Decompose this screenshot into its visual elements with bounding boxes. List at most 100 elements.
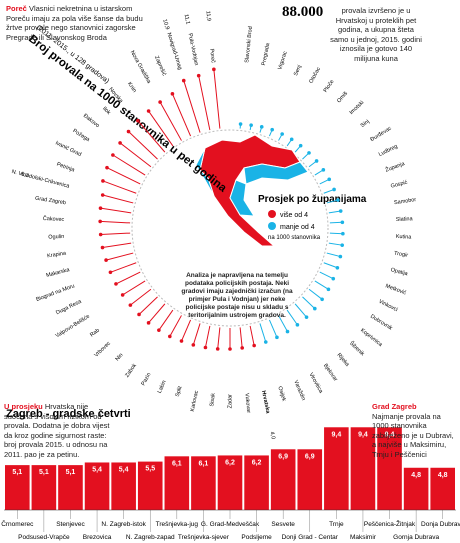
city-label: Ludbreg [378,144,399,158]
lead-title: Poreč [6,4,27,13]
legend-swatch [268,222,276,230]
stem [239,327,243,348]
dot [326,287,331,292]
x-tick-label: Donji Grad - Centar [282,534,339,541]
dot [340,243,344,247]
dot [191,343,196,347]
avg-title: U prosjeku [4,402,43,411]
dot [289,137,294,142]
dot [98,232,103,237]
stem [326,199,339,204]
stem [130,288,152,306]
x-tick-label: Črnomerec [1,519,34,528]
bar [430,467,455,510]
dot [240,346,244,350]
value-label: 9,4 [331,431,341,438]
value-label: 6,3 [20,171,29,179]
x-tick-label: Trešnjevka-jug [156,521,199,528]
city-label: Otočac [308,66,322,84]
dot [307,151,311,155]
x-tick-label: G. Grad-Medveščak [201,521,260,528]
dot [228,347,232,351]
stem [115,271,141,285]
stem [171,93,192,137]
x-tick-label: N. Zagreb-istok [101,521,146,528]
dot [280,132,284,136]
city-label: N. Vinodolski-Crikvenica [11,169,71,190]
dot [137,312,141,317]
bar [403,467,429,510]
bar [164,456,190,510]
dot [336,198,340,202]
city-label: Ploče [323,79,336,94]
dot [320,297,324,302]
x-tick-label: Podsused-Vrapče [18,534,70,541]
dot [98,206,103,210]
dot [181,78,186,83]
bar [270,449,296,510]
city-label: Metković [384,283,407,296]
bar [350,427,376,510]
x-tick-label: Trešnjevka-sjever [178,534,230,541]
dot [263,340,268,344]
x-tick-label: Sesvete [271,521,295,528]
city-label: Županja [384,159,406,174]
stem [326,252,341,258]
dot [158,100,162,104]
stem [278,315,288,332]
dot [100,245,105,250]
stem [102,180,137,194]
stem [100,220,131,224]
city-label: Ilok [101,106,112,116]
city-label: Opatija [390,267,409,277]
city-label: Duga Resa [55,298,83,316]
legend-title: Prosjek po županijama [258,194,367,205]
value-label: 9,4 [358,431,368,438]
dot [108,270,113,275]
value-label: 6,2 [252,459,262,466]
dot [203,345,208,350]
city-label: Požega [71,128,91,143]
dot [179,339,184,343]
stem [159,101,182,141]
city-label: Rab [89,328,101,339]
city-label: Omiš [336,90,349,104]
stem [217,327,221,349]
city-label: Split [175,385,184,397]
dot [105,165,109,170]
city-label: Đurđevac [370,125,393,143]
city-label: Bjelovar [322,363,338,383]
city-label: Vinkovci [378,299,399,313]
dot [338,209,343,213]
dot [98,219,102,224]
stem [110,262,137,273]
stem [138,296,158,315]
dot [295,323,300,327]
dot [146,321,151,325]
dot [275,335,279,340]
bar [84,462,110,510]
stem [323,188,335,194]
stem [181,319,192,342]
bar [191,456,216,510]
big-number: 88.000 [282,4,324,20]
dot [335,265,340,270]
dot [238,122,243,126]
city-label: Rijeka [336,352,351,368]
value-label: 6,1 [199,460,209,467]
city-label: Slavonski Brod [244,26,254,63]
city-label: Trogir [394,251,409,259]
stem [183,80,201,133]
stem [102,194,134,204]
city-label: Novigrad-Umag [165,32,182,71]
city-label: Pregrada [261,42,272,66]
stem [100,207,132,214]
value-label: 4,0 [268,431,275,440]
dot [114,282,118,286]
stem [148,110,174,147]
city-label: Vrgorac [277,50,289,70]
bar-title: Zagreb - gradske četvrti [6,408,131,420]
city-label: Knin [126,81,137,93]
legend-label: manje od 4 [280,224,315,231]
dot [126,129,131,134]
